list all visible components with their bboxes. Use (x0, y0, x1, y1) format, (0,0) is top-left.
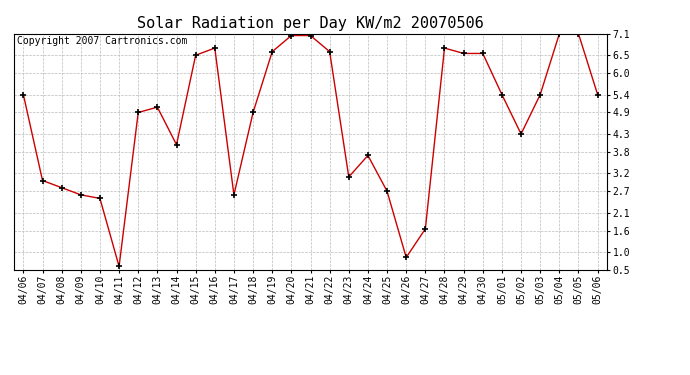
Title: Solar Radiation per Day KW/m2 20070506: Solar Radiation per Day KW/m2 20070506 (137, 16, 484, 31)
Text: Copyright 2007 Cartronics.com: Copyright 2007 Cartronics.com (17, 36, 187, 46)
